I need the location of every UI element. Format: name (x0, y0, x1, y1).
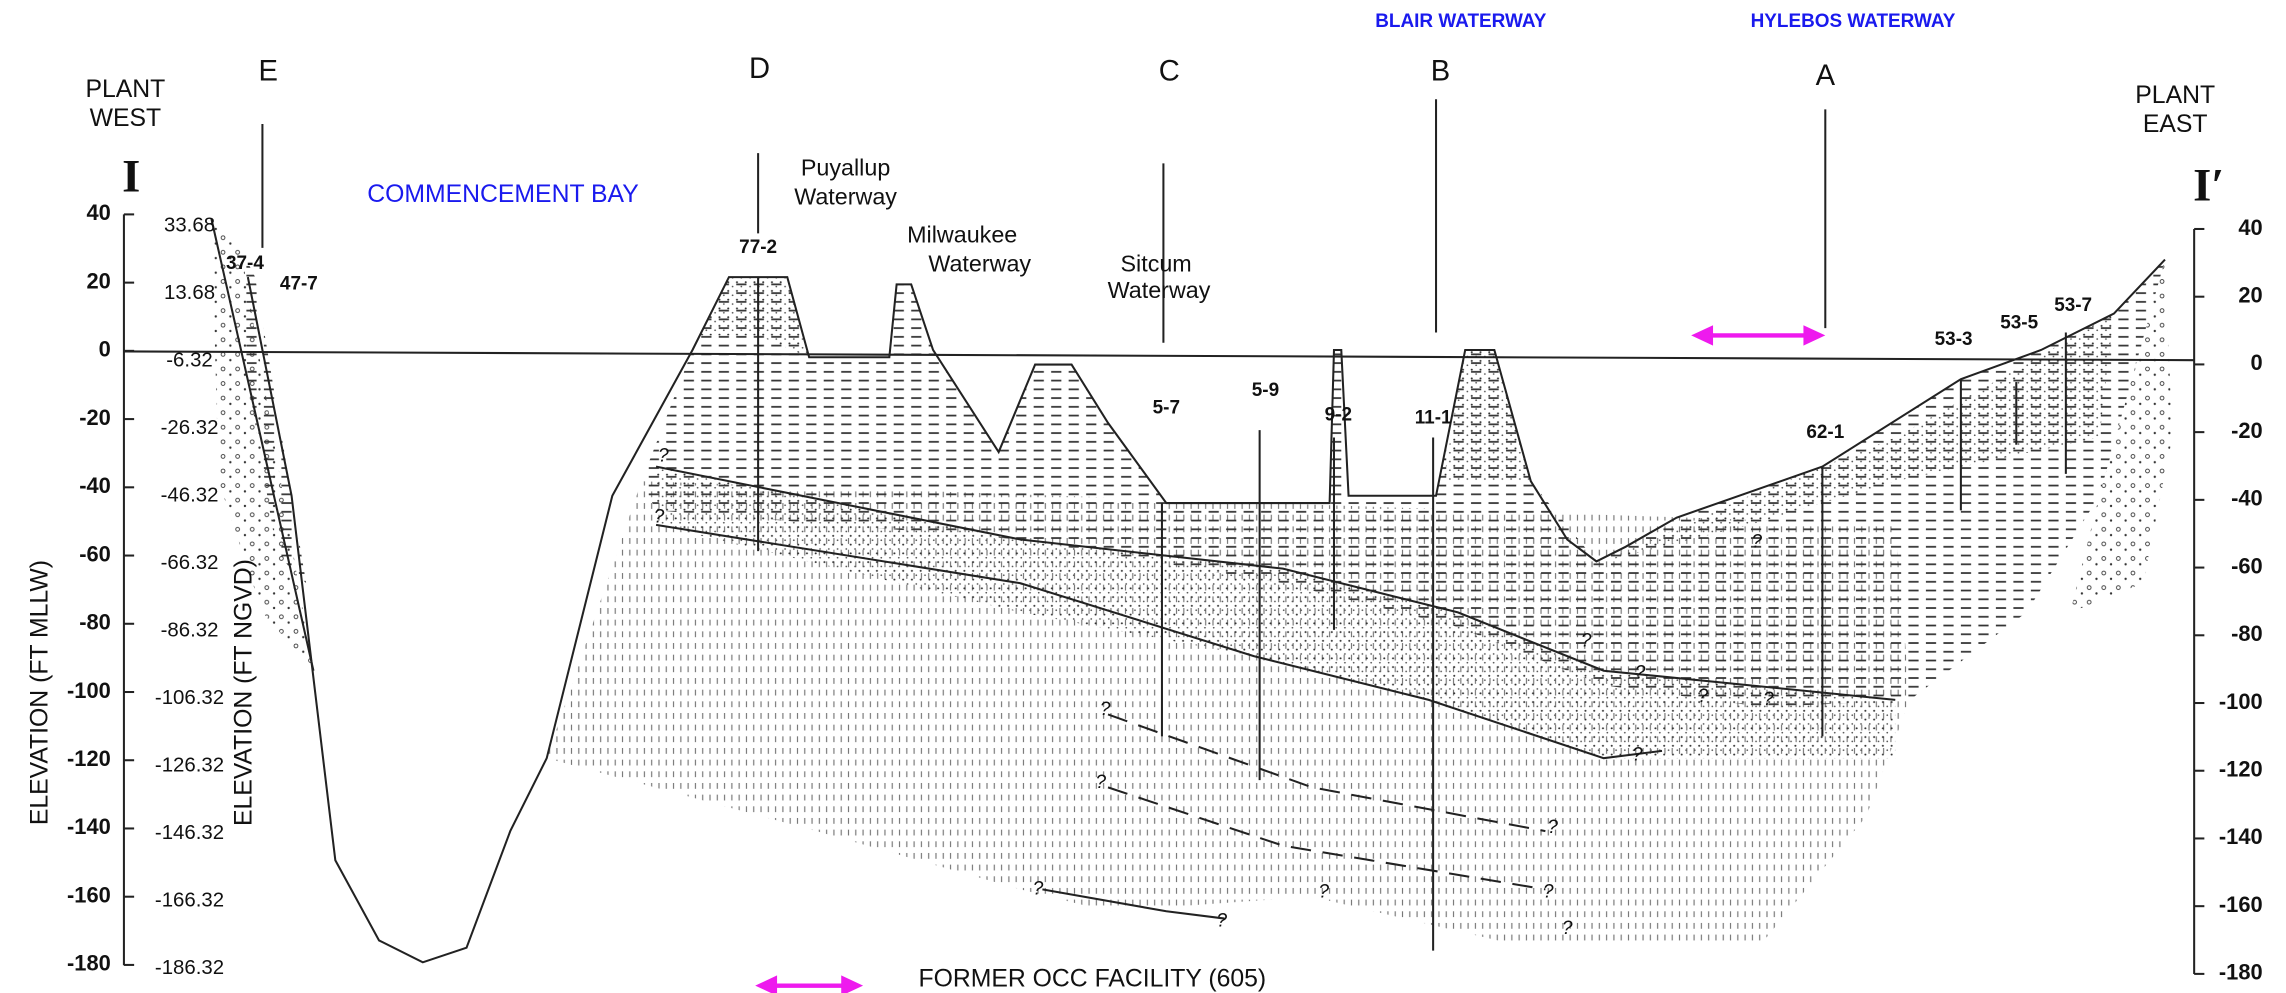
left-tick-label: -140 (67, 814, 111, 839)
ngvd-tick-label: 33.68 (164, 214, 215, 236)
axis-label: ELEVATION (FT NGVD) (230, 559, 257, 826)
uncertain-marker: ? (1033, 878, 1044, 899)
uncertain-marker: ? (1100, 699, 1111, 720)
right-tick-label: -160 (2219, 892, 2263, 917)
waterway-label: Waterway (1108, 277, 1211, 303)
boring-label: 53-3 (1935, 329, 1973, 350)
ngvd-tick-label: 13.68 (164, 282, 215, 304)
boring-label: 5-9 (1252, 380, 1279, 401)
uncertain-marker: ? (654, 507, 665, 528)
boring-label: 5-7 (1153, 397, 1180, 418)
right-tick-label: -60 (2231, 553, 2263, 578)
section-letter: E (259, 56, 278, 88)
left-tick-label: 40 (86, 200, 110, 225)
left-tick-label: -40 (79, 473, 111, 498)
uncertain-marker: ? (1763, 689, 1774, 710)
waterway-label: Milwaukee (907, 221, 1017, 247)
ngvd-tick-label: -106.32 (155, 687, 224, 709)
boring-label: 53-5 (2000, 313, 2038, 334)
uncertain-marker: ? (1581, 631, 1592, 652)
section-start: I (122, 151, 140, 203)
waterway-label: Sitcum (1120, 251, 1191, 277)
ngvd-tick-label: -46.32 (161, 484, 219, 506)
left-tick-label: -160 (67, 882, 111, 907)
right-tick-label: -100 (2219, 689, 2263, 714)
ngvd-tick-label: -146.32 (155, 822, 224, 844)
waterway-label: Waterway (928, 251, 1031, 277)
left-tick-label: -20 (79, 405, 111, 430)
plant-east: EAST (2143, 111, 2208, 138)
axis-label: ELEVATION (FT MLLW) (26, 560, 53, 825)
right-tick-label: -140 (2219, 824, 2263, 849)
ngvd-tick-label: -86.32 (161, 619, 219, 641)
facility-label: FORMER OCC FACILITY (605) (918, 965, 1266, 992)
right-tick-label: -20 (2231, 418, 2263, 443)
left-tick-label: -180 (67, 951, 111, 976)
plant-west: PLANT (85, 76, 165, 103)
right-tick-label: -40 (2231, 486, 2263, 511)
uncertain-marker: ? (1216, 910, 1227, 931)
location-label: HYLEBOS WATERWAY (1751, 11, 1956, 32)
right-tick-label: 20 (2238, 282, 2262, 307)
location-label: COMMENCEMENT BAY (367, 181, 639, 208)
boring-label: 47-7 (280, 273, 318, 294)
boring-label: 53-7 (2054, 295, 2092, 316)
uncertain-marker: ? (1095, 772, 1106, 793)
right-tick-label: 40 (2238, 215, 2262, 240)
right-tick-label: -80 (2231, 621, 2263, 646)
ngvd-tick-label: -186.32 (155, 957, 224, 979)
ngvd-tick-label: -66.32 (161, 552, 219, 574)
geology (211, 219, 2172, 963)
section-letter: A (1816, 60, 1836, 92)
left-tick-label: -80 (79, 610, 111, 635)
left-tick-label: -120 (67, 746, 111, 771)
uncertain-marker: ? (1319, 881, 1330, 902)
cross-section: PLANT WEST PLANT EAST I I′ COMMENCEMENT … (0, 0, 2286, 993)
boring-label: 77-2 (739, 237, 777, 258)
section-end: I′ (2193, 159, 2224, 211)
right-tick-label: 0 (2251, 350, 2263, 375)
section-letter: B (1431, 56, 1450, 88)
boring-label: 37-4 (226, 253, 264, 274)
ngvd-tick-label: -166.32 (155, 889, 224, 911)
plant-west: WEST (90, 105, 162, 132)
right-tick-label: -120 (2219, 757, 2263, 782)
section-letter: D (749, 53, 770, 85)
left-tick-label: 20 (86, 268, 110, 293)
ngvd-tick-label: -26.32 (161, 417, 219, 439)
uncertain-marker: ? (1632, 744, 1643, 765)
uncertain-marker: ? (1547, 817, 1558, 838)
boring-label: 9-2 (1325, 405, 1352, 426)
uncertain-marker: ? (1635, 663, 1646, 684)
waterway-label: Puyallup (801, 154, 890, 180)
uncertain-marker: ? (1543, 881, 1554, 902)
ngvd-tick-label: -6.32 (166, 349, 213, 371)
uncertain-marker: ? (1752, 531, 1763, 552)
left-tick-label: -100 (67, 678, 111, 703)
ngvd-tick-label: -126.32 (155, 754, 224, 776)
uncertain-marker: ? (658, 445, 669, 466)
location-label: BLAIR WATERWAY (1375, 11, 1547, 32)
waterway-label: Waterway (794, 184, 897, 210)
left-tick-label: 0 (99, 337, 111, 362)
left-tick-label: -60 (79, 541, 111, 566)
section-letter: C (1159, 56, 1180, 88)
plant-east: PLANT (2135, 82, 2215, 109)
boring-label: 62-1 (1806, 422, 1844, 443)
uncertain-marker: ? (1562, 918, 1573, 939)
right-tick-label: -180 (2219, 960, 2263, 985)
uncertain-marker: ? (1698, 686, 1709, 707)
boring-label: 11-1 (1415, 408, 1452, 429)
